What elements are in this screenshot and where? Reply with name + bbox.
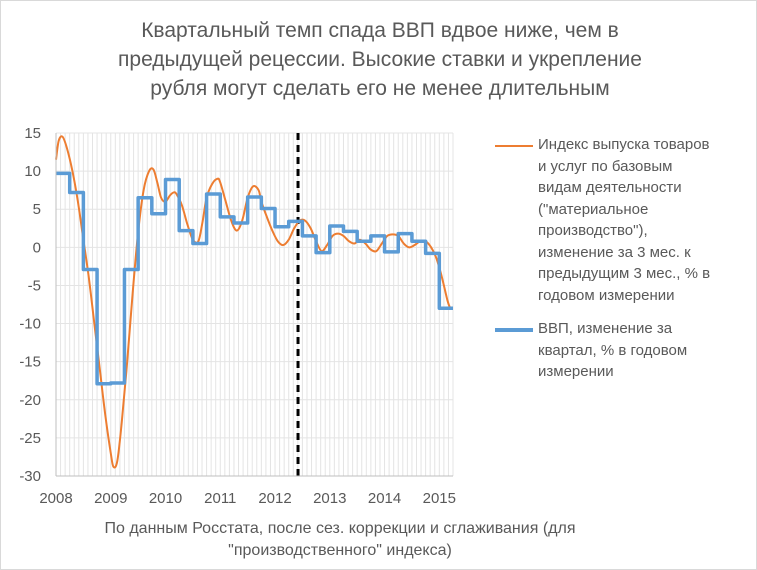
legend-label-line: видам деятельности (538, 179, 682, 196)
legend-swatch-orange (495, 145, 533, 147)
legend-swatch-blue (495, 328, 533, 332)
series-line-production-index (55, 135, 452, 469)
x-tick-label: 2010 (149, 490, 182, 507)
chart-title-line: Квартальный темп спада ВВП вдвое ниже, ч… (141, 19, 619, 42)
legend-label: Индекс выпуска товаров и услуг по базовы… (538, 134, 753, 306)
y-tick-label: -25 (19, 430, 41, 447)
legend-label-line: квартал, % в годовом (538, 341, 688, 359)
y-tick-label: 0 (33, 239, 41, 256)
x-tick-label: 2015 (423, 490, 456, 507)
x-tick-label: 2008 (39, 490, 72, 507)
y-tick-label: -15 (19, 354, 41, 371)
legend-label-line: ("материальное (538, 200, 649, 218)
y-tick-label: -10 (19, 316, 41, 333)
legend-label-line: годовом измерении (538, 286, 675, 304)
legend-label-line: изменение за 3 мес. к (538, 243, 691, 261)
x-tick-label: 2012 (258, 490, 291, 507)
series-line-gdp (56, 171, 453, 386)
y-tick-label: -20 (19, 392, 41, 409)
legend-item-gdp: ВВП, изменение за квартал, % в годовом и… (495, 318, 750, 388)
source-note-line: "производственного" индекса) (228, 542, 452, 559)
chart-title-line: предыдущей рецессии. Высокие ставки и ук… (118, 48, 642, 71)
x-tick-label: 2013 (313, 490, 346, 507)
legend-label-line: производство"), (538, 222, 648, 239)
legend-item-production-index: Индекс выпуска товаров и услуг по базовы… (495, 134, 750, 314)
legend-label: ВВП, изменение за квартал, % в годовом и… (538, 318, 753, 383)
source-note-line: По данным Росстата, после сез. коррекции… (104, 520, 576, 537)
y-tick-label: -5 (28, 277, 41, 294)
legend-label-line: ВВП, изменение за (538, 320, 673, 337)
y-tick-label: 15 (24, 125, 41, 142)
axis-layer: 15 10 5 0 -5 -10 -15 -20 -25 -30 2008 2009 2010 2011 2… (19, 125, 456, 507)
grid-layer (55, 132, 454, 477)
legend-label-line: Индекс выпуска товаров (538, 136, 710, 153)
source-note: По данным Росстата, после сез. коррекции… (30, 518, 650, 562)
y-tick-label: 5 (33, 201, 41, 218)
y-tick-label: -30 (19, 468, 41, 485)
legend-label-line: предыдущим 3 мес., % в (538, 265, 711, 282)
legend-label-line: измерении (538, 363, 614, 380)
chart-title: Квартальный темп спада ВВП вдвое ниже, ч… (60, 16, 700, 103)
y-tick-label: 10 (24, 163, 41, 180)
x-tick-label: 2009 (94, 490, 127, 507)
x-tick-label: 2011 (204, 490, 236, 507)
legend-label-line: и услуг по базовым (538, 157, 673, 175)
chart-title-line: рубля могут сделать его не менее длитель… (150, 77, 610, 100)
series-layer (55, 135, 453, 469)
x-tick-label: 2014 (368, 490, 401, 507)
